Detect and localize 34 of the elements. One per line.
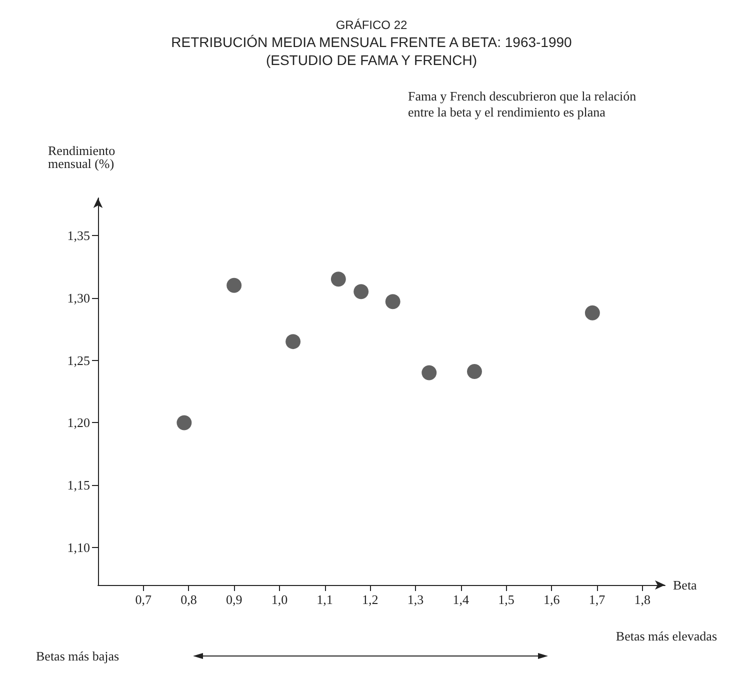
- y-tick-label: 1,25: [67, 352, 90, 368]
- y-tick-label: 1,10: [67, 540, 90, 556]
- x-tick-label: 1,3: [407, 592, 424, 607]
- point: [176, 415, 192, 430]
- x-tick-label: 1,5: [498, 592, 514, 607]
- point: [354, 284, 369, 300]
- text: Betas más bajas: [36, 648, 120, 664]
- point: [226, 278, 242, 293]
- x-tick-label: 1,0: [271, 592, 288, 607]
- point: [467, 364, 482, 380]
- point: [422, 365, 437, 380]
- point: [584, 305, 600, 320]
- y-tick-label: 1,15: [67, 478, 90, 493]
- x-tick-label: 0,8: [180, 592, 197, 607]
- x-tick-label: 1,7: [588, 592, 606, 607]
- text: Betas más elevadas: [616, 628, 718, 644]
- x-tick-label: 0,7: [135, 592, 152, 607]
- point: [286, 334, 301, 350]
- chart-title: GRÁFICO 22: [336, 18, 408, 32]
- x-tick-label: 0,9: [226, 592, 242, 607]
- x-tick-label: 1,2: [362, 592, 378, 607]
- x-tick-label: 1,8: [634, 592, 650, 607]
- point: [385, 294, 400, 310]
- x-tick-label: 1,4: [452, 592, 470, 607]
- text: Fama y French descubrieron que la relación entre la beta y el rendimiento es plana: [408, 88, 637, 120]
- y-axis-title: Rendimiento mensual (%): [48, 143, 116, 171]
- x-tick-label: 1,6: [543, 592, 560, 607]
- y-tick-label: 1,30: [67, 290, 90, 306]
- x-axis-title: Beta: [673, 578, 698, 592]
- y-tick-label: 1,35: [67, 228, 90, 243]
- chart-subtitle: RETRIBUCIÓN MEDIA MENSUAL FRENTE A BETA: 1963-1990 (ESTUDIO DE FAMA Y FRENCH): [171, 34, 572, 68]
- y-tick-label: 1,20: [67, 415, 90, 430]
- point: [330, 272, 346, 287]
- x-tick-label: 1,1: [316, 592, 333, 607]
